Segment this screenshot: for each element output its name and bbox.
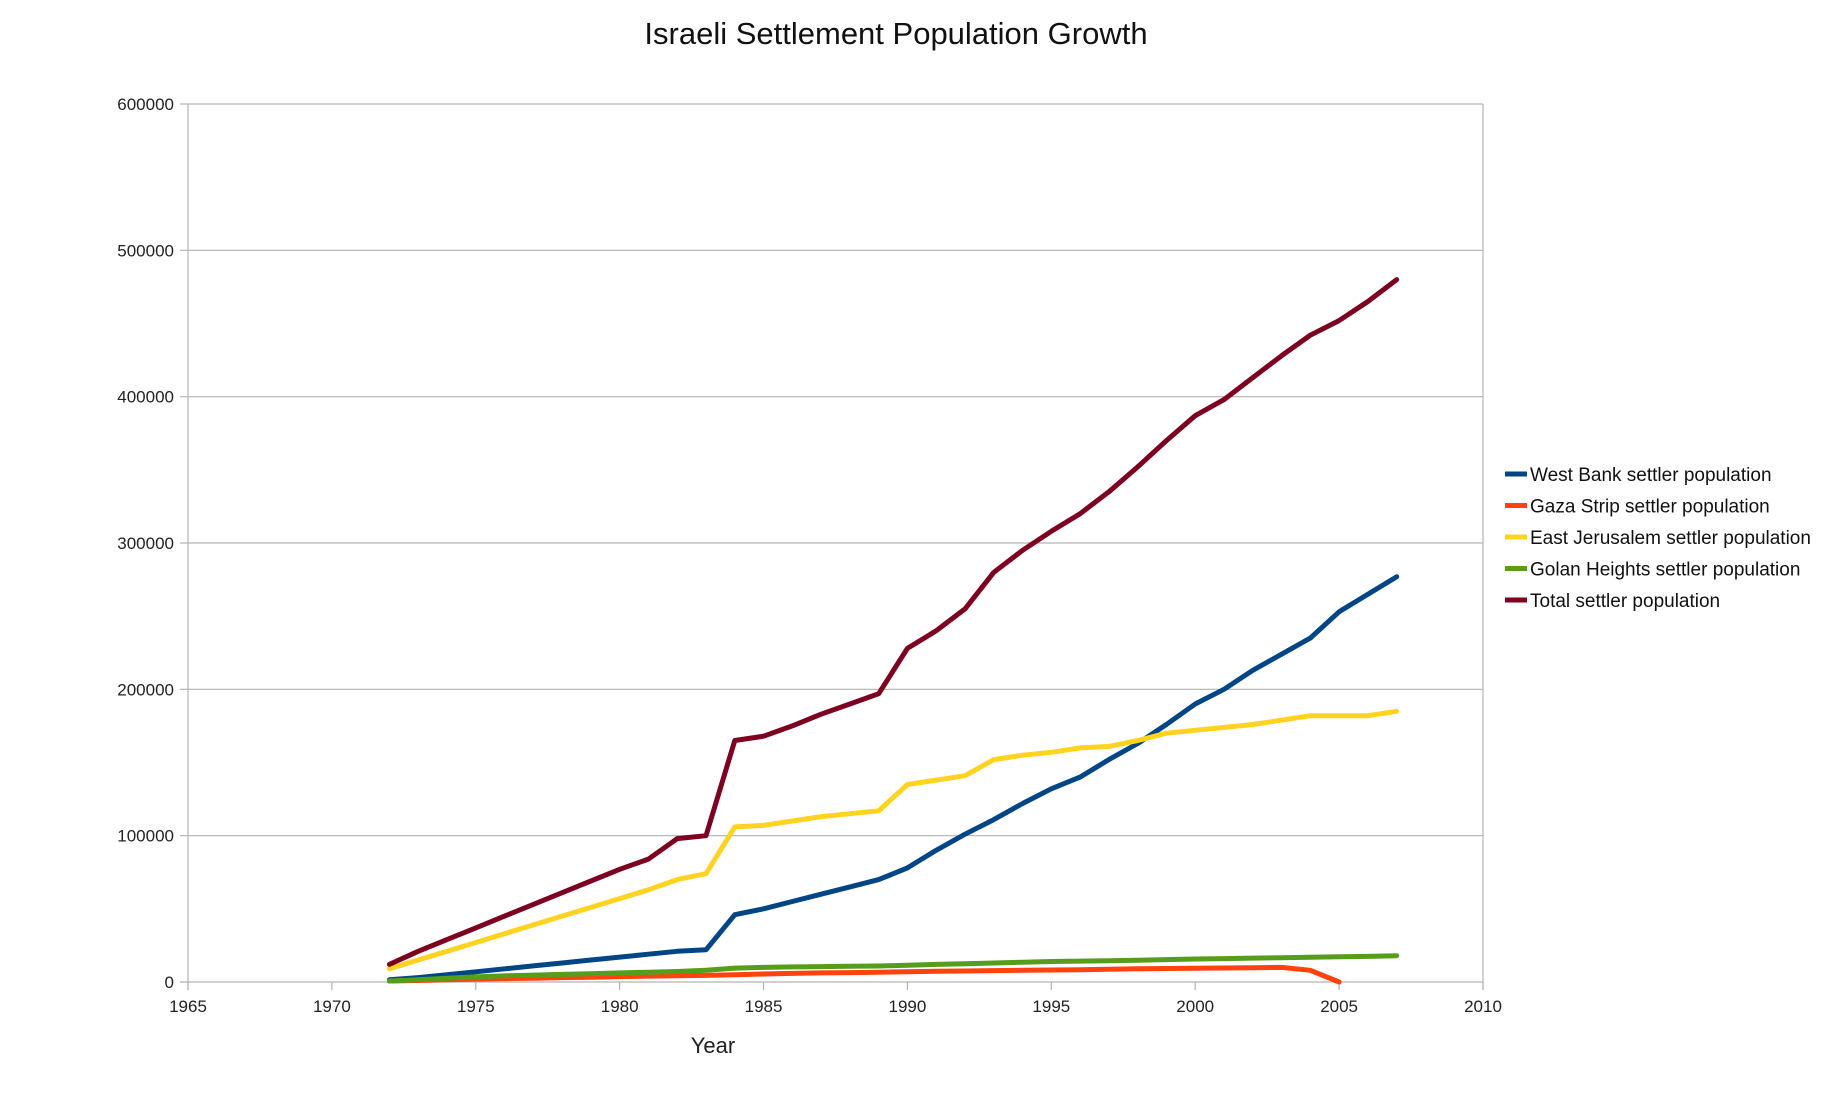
x-tick-label: 1990	[889, 997, 927, 1016]
x-tick-label: 1975	[457, 997, 495, 1016]
y-tick-label: 400000	[117, 388, 174, 407]
legend-label-4: Total settler population	[1530, 591, 1720, 612]
legend-label-2: East Jerusalem settler population	[1530, 528, 1811, 549]
legend-label-0: West Bank settler population	[1530, 465, 1772, 486]
x-axis-label: Year	[691, 1033, 735, 1058]
x-tick-label: 2010	[1464, 997, 1502, 1016]
x-tick-label: 1970	[313, 997, 351, 1016]
x-tick-label: 2005	[1320, 997, 1358, 1016]
y-tick-label: 300000	[117, 534, 174, 553]
x-tick-label: 1995	[1032, 997, 1070, 1016]
series-line-1	[386, 964, 1342, 985]
legend: West Bank settler population Gaza Strip s…	[1505, 465, 1811, 612]
x-tick-label: 1985	[745, 997, 783, 1016]
legend-label-3: Golan Heights settler population	[1530, 560, 1800, 581]
legend-label-1: Gaza Strip settler population	[1530, 497, 1770, 518]
y-tick-label: 100000	[117, 827, 174, 846]
x-tick-label: 1965	[169, 997, 207, 1016]
x-tick-label: 2000	[1176, 997, 1214, 1016]
y-tick-label: 600000	[117, 95, 174, 114]
series-line-0	[386, 574, 1400, 983]
y-tick-label: 200000	[117, 680, 174, 699]
x-tick-label: 1980	[601, 997, 639, 1016]
y-tick-label: 0	[165, 973, 174, 992]
series-line-3	[386, 953, 1400, 984]
chart-title: Israeli Settlement Population Growth	[644, 16, 1147, 51]
series-line-2	[386, 708, 1400, 972]
series-line-4	[386, 277, 1400, 967]
y-tick-label: 500000	[117, 241, 174, 260]
